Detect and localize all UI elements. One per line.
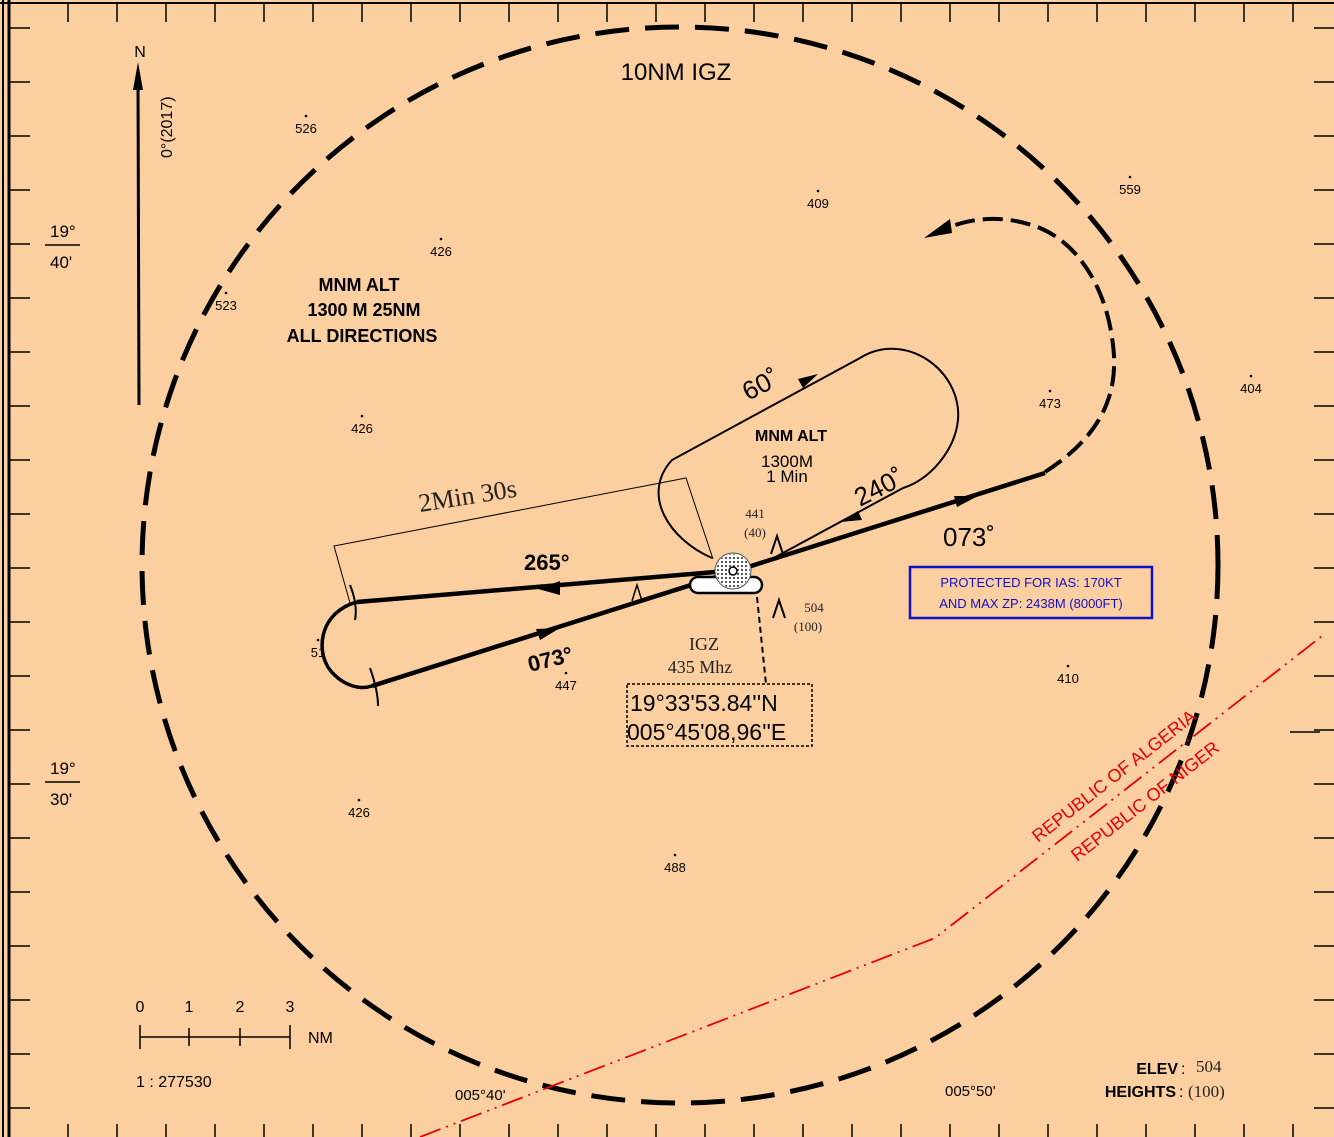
svg-text:ELEV: ELEV: [1136, 1061, 1178, 1078]
obstacle-symbol: [631, 532, 786, 619]
spot-height-label: 559: [1119, 182, 1141, 197]
spot-height-label: 404: [1240, 381, 1262, 396]
circle-label: 10NM IGZ: [621, 59, 732, 86]
spot-height-dot: [224, 291, 228, 295]
scale-bar: 0 1 2 3 NM 1 : 277530: [136, 999, 333, 1091]
svg-text:PROTECTED FOR IAS: 170KT: PROTECTED FOR IAS: 170KT: [940, 575, 1121, 590]
svg-text:1300M: 1300M: [761, 452, 813, 471]
final-course-label: 073˚: [943, 522, 995, 552]
svg-text:0: 0: [136, 999, 145, 1016]
spot-height-dot: [439, 237, 443, 241]
svg-text:AND MAX ZP: 2438M (8000FT): AND MAX ZP: 2438M (8000FT): [939, 596, 1123, 611]
latitude-label-south: 19° 30': [45, 759, 80, 809]
spot-height-label: 426: [430, 244, 452, 259]
navaid-leader: [756, 596, 767, 685]
outbound-course-label: 265°: [524, 550, 570, 575]
spot-height-dot: [304, 114, 308, 118]
navaid-ident: IGZ: [689, 634, 719, 654]
spot-height-label: 426: [351, 421, 373, 436]
svg-text:504: 504: [804, 600, 824, 615]
spot-height-label: 410: [1057, 671, 1079, 686]
navaid-frequency: 435 Mhz: [668, 657, 733, 677]
international-boundary: [419, 635, 1323, 1137]
spot-heights: 526 409 559 426 523 426 473 404 51 447 410 426 488: [215, 114, 1262, 875]
svg-text:2: 2: [236, 999, 245, 1016]
svg-text:(100): (100): [1188, 1082, 1225, 1101]
holding-note: MNM ALT 1300M 1 Min: [755, 428, 827, 486]
holding-inbound-arrow: [840, 511, 862, 522]
svg-text:504: 504: [1196, 1057, 1222, 1076]
svg-text:441: 441: [745, 506, 765, 521]
final-arrow: [954, 496, 978, 507]
spot-height-dot: [357, 798, 361, 802]
graticule-ticks: [10, 4, 1334, 1137]
spot-height-label: 473: [1039, 396, 1061, 411]
inbound-arrow: [536, 628, 560, 640]
outbound-arrow: [538, 581, 560, 595]
spot-height-dot: [1048, 389, 1052, 393]
spot-height-label: 51: [311, 645, 325, 660]
svg-text:30': 30': [50, 790, 72, 809]
svg-text:19°: 19°: [50, 222, 76, 241]
svg-text:19°: 19°: [50, 759, 76, 778]
svg-text:1300 M 25NM: 1300 M 25NM: [307, 300, 420, 320]
north-label: N: [134, 44, 146, 61]
svg-text:ALL DIRECTIONS: ALL DIRECTIONS: [287, 326, 438, 346]
spot-height-label: 426: [348, 805, 370, 820]
minimum-altitude-note: MNM ALT 1300 M 25NM ALL DIRECTIONS: [287, 275, 438, 346]
svg-text::: :: [1179, 1084, 1183, 1101]
spot-height-label: 409: [807, 196, 829, 211]
navaid-longitude: 005°45'08,96''E: [627, 719, 786, 745]
outbound-leg-265: [356, 569, 716, 605]
spot-height-label: 526: [295, 121, 317, 136]
spot-height-dot: [816, 189, 820, 193]
svg-text::: :: [1181, 1061, 1185, 1078]
missed-approach-arrow: [924, 219, 952, 238]
spot-height-dot: [316, 638, 320, 642]
north-arrow: N 0°(2017): [133, 44, 176, 406]
svg-text:NM: NM: [308, 1030, 333, 1047]
ten-nm-circle: [139, 24, 1221, 1106]
svg-text:HEIGHTS: HEIGHTS: [1105, 1084, 1176, 1101]
svg-text:1: 1: [185, 999, 194, 1016]
spot-height-label: 488: [664, 860, 686, 875]
scale-ratio: 1 : 277530: [136, 1074, 212, 1091]
holding-outbound-arrow: [798, 374, 818, 388]
spot-height-dot: [1128, 175, 1132, 179]
latitude-label-north: 19° 40': [45, 222, 80, 272]
spot-height-dot: [1066, 664, 1070, 668]
svg-text:MNM ALT: MNM ALT: [319, 275, 400, 295]
timing-bracket: [333, 477, 714, 604]
protection-note: PROTECTED FOR IAS: 170KT AND MAX ZP: 243…: [908, 565, 1154, 620]
svg-text:1 Min: 1 Min: [766, 467, 808, 486]
obstacle-labels: 441 (40) 504 (100): [744, 506, 824, 634]
magnetic-declination: 0°(2017): [159, 96, 176, 158]
leg-end-mark-top: [349, 584, 357, 621]
svg-text:(40): (40): [744, 525, 766, 540]
spot-height-dot: [564, 671, 568, 675]
svg-text:3: 3: [286, 999, 295, 1016]
procedure-turn: [320, 600, 373, 690]
navaid-latitude: 19°33'53.84''N: [630, 690, 778, 716]
svg-text:(100): (100): [794, 619, 822, 634]
svg-text:40': 40': [50, 253, 72, 272]
spot-height-dot: [360, 414, 364, 418]
spot-height-dot: [1249, 374, 1253, 378]
longitude-label-east: 005°50': [945, 1083, 996, 1100]
leg-end-mark-bottom: [369, 667, 379, 707]
svg-text:MNM ALT: MNM ALT: [755, 428, 827, 445]
missed-approach-track: [947, 217, 1117, 474]
ndb-symbol: [688, 552, 764, 595]
longitude-label-west: 005°40': [455, 1087, 506, 1104]
spot-height-label: 447: [555, 678, 577, 693]
navaid-coordinates-box: [626, 683, 813, 747]
elevation-note: ELEV : 504 HEIGHTS : (100): [1105, 1057, 1225, 1101]
spot-height-label: 523: [215, 298, 237, 313]
holding-pattern: [657, 347, 960, 561]
spot-height-dot: [673, 853, 677, 857]
